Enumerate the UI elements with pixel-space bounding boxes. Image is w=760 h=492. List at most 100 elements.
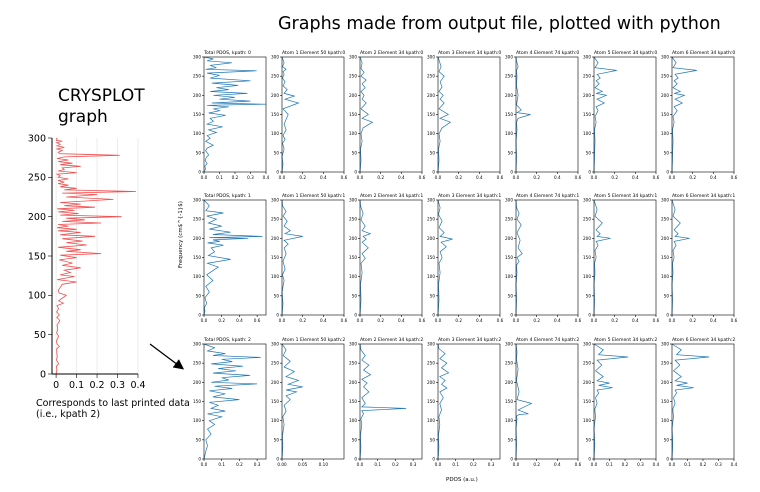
pdos-subplot: 0 50 100 150 200 250 300 0.0 0.1 0.2 0.3 Atom 3 Ele… [427,337,501,467]
x-tick-label: 0.2 [455,318,462,323]
x-tick-label: 0.3 [715,462,722,467]
y-tick-label: 250 [661,361,669,366]
pdos-subplot: 0 50 100 150 200 250 300 0.0 0.2 0.4 0.6 Atom 3 Ele… [427,50,504,180]
y-tick-label: 100 [505,418,513,423]
x-tick-label: 0.0 [669,318,676,323]
y-tick-label: 250 [349,217,357,222]
y-tick-label: 250 [583,217,591,222]
y-tick-label: 0 [588,456,591,461]
x-tick-label: 0.2 [377,175,384,180]
crysplot-note: Corresponds to last printed data (i.e., … [36,398,190,420]
x-tick-label: 0.0 [201,318,208,323]
x-tick-label: 0.2 [455,175,462,180]
axes-frame [281,343,345,460]
x-tick-label: 0.2 [611,318,618,323]
pdos-series-line [359,199,372,316]
y-tick-label: 0 [276,312,279,317]
axes-frame [359,56,423,173]
y-tick-label: 50 [196,293,202,298]
pdos-subplot: 0 50 100 150 200 250 300 0.0 0.1 0.2 0.3 Total PDOS… [193,337,267,467]
y-tick-label: 250 [271,74,279,79]
y-tick-label: 150 [583,255,591,260]
axes-frame [203,199,267,316]
y-tick-label: 0 [354,169,357,174]
y-tick-label: 0 [198,169,201,174]
y-tick-label: 150 [349,255,357,260]
y-tick-label: 50 [274,437,280,442]
subplot-title: Atom 2 Element 34 kpath:2 [360,337,423,343]
x-tick-label: 0.1 [374,462,381,467]
x-tick-label: 0.4 [320,175,327,180]
subplot-title: Atom 5 Element 34 kpath:1 [594,193,657,199]
y-tick-label: 200 [427,380,435,385]
x-tick-label: 0.3 [637,462,644,467]
y-tick-label: 150 [661,255,669,260]
x-tick-label: 0.2 [89,380,104,391]
x-tick-label: 0.1 [606,462,613,467]
y-tick-label: 150 [271,112,279,117]
pdos-subplot: 0 50 100 150 200 250 300 0.0 0.2 0.4 0.6 Atom 6 Ele… [661,50,738,180]
pdos-series-line [437,343,450,460]
x-tick-label: 0.2 [689,318,696,323]
x-tick-label: 0.3 [110,380,125,391]
subplot-title: Atom 3 Element 34 kpath:2 [438,337,501,343]
pdos-subplot: 0 50 100 150 200 250 300 0 0.1 0.2 0.3 0.4 [28,133,146,391]
y-tick-label: 250 [193,74,201,79]
axes-frame [437,199,501,316]
pdos-subplot: 0 50 100 150 200 250 300 0.0 0.2 0.4 0.6 Atom 2 Ele… [349,50,426,180]
subplot-title: Atom 3 Element 34 kpath:0 [438,50,501,56]
pdos-subplot: 0 50 100 150 200 250 300 0.0 0.1 0.2 0.3 0.4 Atom 6 … [661,337,738,467]
y-tick-label: 0 [198,456,201,461]
y-tick-label: 300 [505,341,513,346]
x-tick-label: 0 [53,380,59,391]
crysplot-title: CRYSPLOT graph [58,86,145,127]
pdos-series-line [281,343,303,460]
pdos-series-line [359,56,374,173]
y-tick-label: 200 [661,236,669,241]
y-tick-label: 150 [349,399,357,404]
pdos-series-line [515,343,533,460]
x-tick-label: 0.3 [247,175,254,180]
y-tick-label: 50 [352,293,358,298]
y-tick-label: 200 [349,236,357,241]
pdos-series-line [281,56,300,173]
x-tick-label: 0.0 [669,175,676,180]
x-tick-label: 0.4 [731,462,738,467]
x-tick-label: 0.3 [254,462,261,467]
x-tick-label: 0.1 [218,462,225,467]
y-tick-label: 50 [664,293,670,298]
axes-frame [671,199,735,316]
y-tick-label: 150 [193,112,201,117]
y-tick-label: 200 [271,380,279,385]
y-tick-label: 300 [28,133,46,144]
y-tick-label: 50 [508,150,514,155]
subplot-title: Atom 3 Element 34 kpath:1 [438,193,501,199]
y-tick-label: 250 [583,361,591,366]
y-tick-label: 150 [427,399,435,404]
y-tick-label: 50 [586,150,592,155]
pdos-series-line [281,199,303,316]
pdos-series-line [671,56,697,173]
axes-frame [203,343,267,460]
subplot-title: Atom 5 Element 34 kpath:0 [594,50,657,56]
y-tick-label: 300 [271,54,279,59]
x-tick-label: 0.4 [398,318,405,323]
pdos-series-line [515,56,531,173]
pdos-series-line [203,199,263,316]
x-tick-label: 0.1 [452,462,459,467]
y-tick-label: 150 [661,112,669,117]
axes-frame [593,343,657,460]
y-tick-label: 250 [505,217,513,222]
y-tick-label: 0 [276,456,279,461]
x-tick-label: 0.1 [69,380,84,391]
x-tick-label: 0.2 [299,175,306,180]
y-tick-label: 150 [661,399,669,404]
y-tick-label: 200 [271,236,279,241]
y-tick-label: 300 [349,341,357,346]
y-tick-label: 100 [661,274,669,279]
x-tick-label: 0.2 [533,175,540,180]
pdos-series-line [515,199,523,316]
x-tick-label: 0.6 [575,175,582,180]
y-tick-label: 150 [583,399,591,404]
subplot-title: Atom 1 Element 50 kpath:0 [282,50,345,56]
